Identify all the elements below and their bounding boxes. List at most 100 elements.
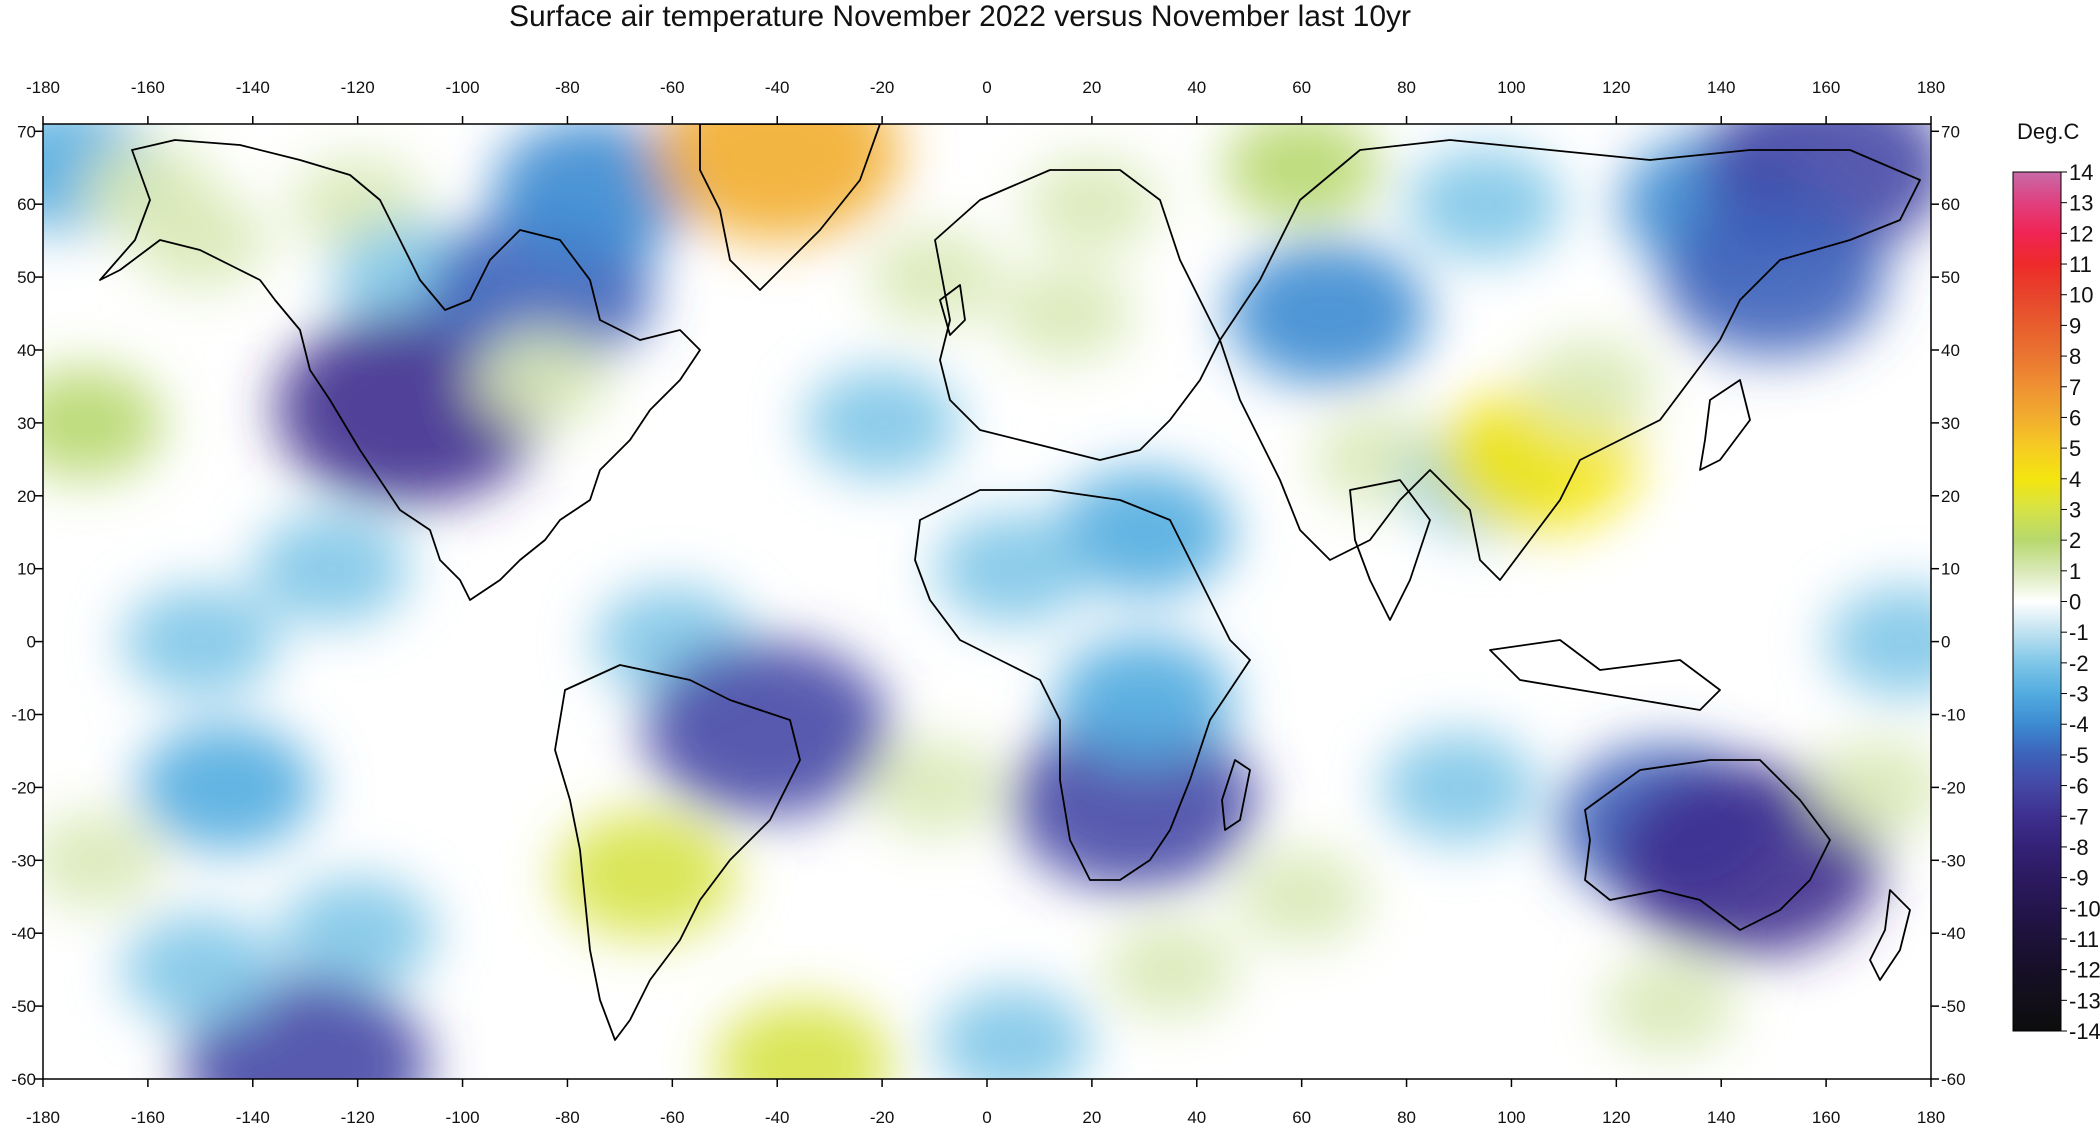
colorbar-label: -9 <box>2069 866 2089 891</box>
lat-tick-label-right: -40 <box>1941 924 1966 943</box>
lat-tick-label-right: -10 <box>1941 705 1966 724</box>
axis-ticks: -180-180-160-160-140-140-120-120-100-100… <box>11 78 1965 1127</box>
colorbar-label: 9 <box>2069 313 2081 338</box>
anomaly-cell <box>1054 468 1234 597</box>
colorbar-label: 8 <box>2069 344 2081 369</box>
colorbar-label: -6 <box>2069 774 2089 799</box>
anomaly-cell <box>492 124 695 262</box>
lat-tick-label-left: 40 <box>17 341 36 360</box>
coastline-greenland <box>699 124 881 291</box>
lat-tick-label-left: 0 <box>27 633 36 652</box>
coastline-uk <box>939 284 966 336</box>
lon-tick-label-top: 20 <box>1082 78 1101 97</box>
anomaly-cell <box>43 366 164 479</box>
anomaly-cell <box>279 877 437 990</box>
lon-tick-label-top: -160 <box>131 78 165 97</box>
anomaly-cell <box>1054 635 1234 764</box>
anomaly-cell <box>556 810 736 939</box>
anomaly-cell <box>867 229 1002 326</box>
anomaly-cell <box>867 739 1002 836</box>
lon-tick-label-bottom: 140 <box>1707 1108 1735 1127</box>
lon-tick-label-top: 140 <box>1707 78 1735 97</box>
lon-tick-label-top: 180 <box>1917 78 1945 97</box>
anomaly-cell <box>1601 958 1736 1055</box>
colorbar-label: 0 <box>2069 590 2081 615</box>
colorbar-label: 5 <box>2069 436 2081 461</box>
colorbar-label: -13 <box>2069 988 2100 1013</box>
colorbar: Deg.C 14131211109876543210-1-2-3-4-5-6-7… <box>2012 119 2100 1044</box>
colorbar-label: -8 <box>2069 835 2089 860</box>
coastline-asia <box>1219 139 1921 581</box>
lat-tick-label-right: 40 <box>1941 341 1960 360</box>
lat-tick-label-left: 60 <box>17 195 36 214</box>
lon-tick-label-top: -40 <box>765 78 790 97</box>
lat-tick-label-right: 50 <box>1941 268 1960 287</box>
map-title: Surface air temperature November 2022 ve… <box>508 0 1412 33</box>
coastline-japan <box>1699 379 1751 471</box>
lat-tick-label-right: -30 <box>1941 851 1966 870</box>
lat-tick-label-right: 10 <box>1941 560 1960 579</box>
colorbar-label: 14 <box>2069 160 2093 185</box>
colorbar-gradient <box>2012 171 2062 1032</box>
lon-tick-label-bottom: -40 <box>765 1108 790 1127</box>
anomaly-cell <box>934 986 1092 1079</box>
coastline-europe <box>934 169 1221 461</box>
lon-tick-label-bottom: -60 <box>660 1108 685 1127</box>
colorbar-label: -7 <box>2069 804 2089 829</box>
lon-tick-label-bottom: -80 <box>555 1108 580 1127</box>
lat-tick-label-right: 30 <box>1941 414 1960 433</box>
lon-tick-label-top: 100 <box>1497 78 1525 97</box>
anomaly-cell <box>1613 764 1882 957</box>
colorbar-label: 11 <box>2069 252 2092 277</box>
lat-tick-label-left: -50 <box>11 997 36 1016</box>
colorbar-label: -10 <box>2069 896 2100 921</box>
anomaly-cell <box>43 812 163 909</box>
anomaly-cell <box>1522 338 1658 435</box>
lon-tick-label-bottom: 40 <box>1187 1108 1206 1127</box>
lon-tick-label-bottom: -100 <box>446 1108 480 1127</box>
lat-tick-label-left: -60 <box>11 1070 36 1089</box>
anomaly-cell <box>1227 241 1429 386</box>
coastline-indonesia <box>1489 639 1721 711</box>
coastline-north-america <box>99 139 701 601</box>
coastline-india <box>1349 479 1431 621</box>
lat-tick-label-left: -40 <box>11 924 36 943</box>
lon-tick-label-top: -140 <box>236 78 270 97</box>
anomaly-cell <box>1223 124 1381 224</box>
lat-tick-label-left: -20 <box>11 778 36 797</box>
anomaly-cell <box>1234 848 1369 945</box>
lat-tick-label-left: 70 <box>17 122 36 141</box>
anomaly-cell <box>803 366 961 479</box>
lat-tick-label-right: 70 <box>1941 122 1960 141</box>
coastline-south-america <box>554 664 801 1041</box>
colorbar-label: 7 <box>2069 375 2081 400</box>
lon-tick-label-top: 120 <box>1602 78 1630 97</box>
coastline-new-zealand <box>1869 889 1911 981</box>
anomaly-cell <box>133 192 268 289</box>
colorbar-label: -12 <box>2069 958 2100 983</box>
anomaly-cell <box>643 641 890 818</box>
lon-tick-label-bottom: -140 <box>236 1108 270 1127</box>
colorbar-label: -2 <box>2069 651 2089 676</box>
lon-tick-label-bottom: -180 <box>26 1108 60 1127</box>
colorbar-unit: Deg.C <box>2017 119 2079 144</box>
anomaly-cell <box>654 124 901 242</box>
lon-tick-label-top: -180 <box>26 78 60 97</box>
colorbar-label: 13 <box>2069 191 2093 216</box>
lat-tick-label-left: -30 <box>11 851 36 870</box>
lon-tick-label-top: 0 <box>982 78 991 97</box>
lat-tick-label-right: -20 <box>1941 778 1966 797</box>
lat-tick-label-left: -10 <box>11 705 36 724</box>
colorbar-label: -3 <box>2069 682 2089 707</box>
lon-tick-label-bottom: 180 <box>1917 1108 1945 1127</box>
lat-tick-label-right: 0 <box>1941 633 1950 652</box>
colorbar-label: 2 <box>2069 528 2081 553</box>
lon-tick-label-bottom: -160 <box>131 1108 165 1127</box>
colorbar-label: -5 <box>2069 743 2089 768</box>
colorbar-label: -1 <box>2069 620 2089 645</box>
lat-tick-label-right: 20 <box>1941 487 1960 506</box>
anomaly-field <box>43 124 1931 1079</box>
lon-tick-label-bottom: 120 <box>1602 1108 1630 1127</box>
lon-tick-label-top: -60 <box>660 78 685 97</box>
anomaly-cell <box>1406 148 1564 261</box>
